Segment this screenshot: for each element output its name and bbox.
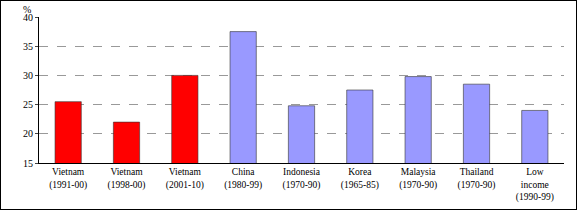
svg-text:Vietnam(1991-00): Vietnam(1991-00): [49, 167, 87, 190]
svg-text:Indonesia(1970-90): Indonesia(1970-90): [283, 167, 321, 190]
svg-text:Lowincome(1990-99): Lowincome(1990-99): [516, 167, 554, 203]
svg-text:China(1980-99): China(1980-99): [224, 167, 262, 190]
svg-text:%: %: [23, 4, 31, 15]
svg-text:15: 15: [23, 158, 33, 169]
svg-text:25: 25: [23, 99, 33, 110]
svg-text:20: 20: [23, 128, 33, 139]
svg-text:Vietnam(1998-00): Vietnam(1998-00): [108, 167, 146, 190]
svg-text:Thailand(1970-90): Thailand(1970-90): [458, 167, 496, 190]
svg-text:30: 30: [23, 70, 33, 81]
svg-text:40: 40: [23, 12, 33, 23]
svg-text:Korea(1965-85): Korea(1965-85): [341, 167, 379, 190]
svg-text:Malaysia(1970-90): Malaysia(1970-90): [399, 167, 437, 190]
svg-text:Vietnam(2001-10): Vietnam(2001-10): [166, 167, 204, 190]
svg-text:35: 35: [23, 41, 33, 52]
